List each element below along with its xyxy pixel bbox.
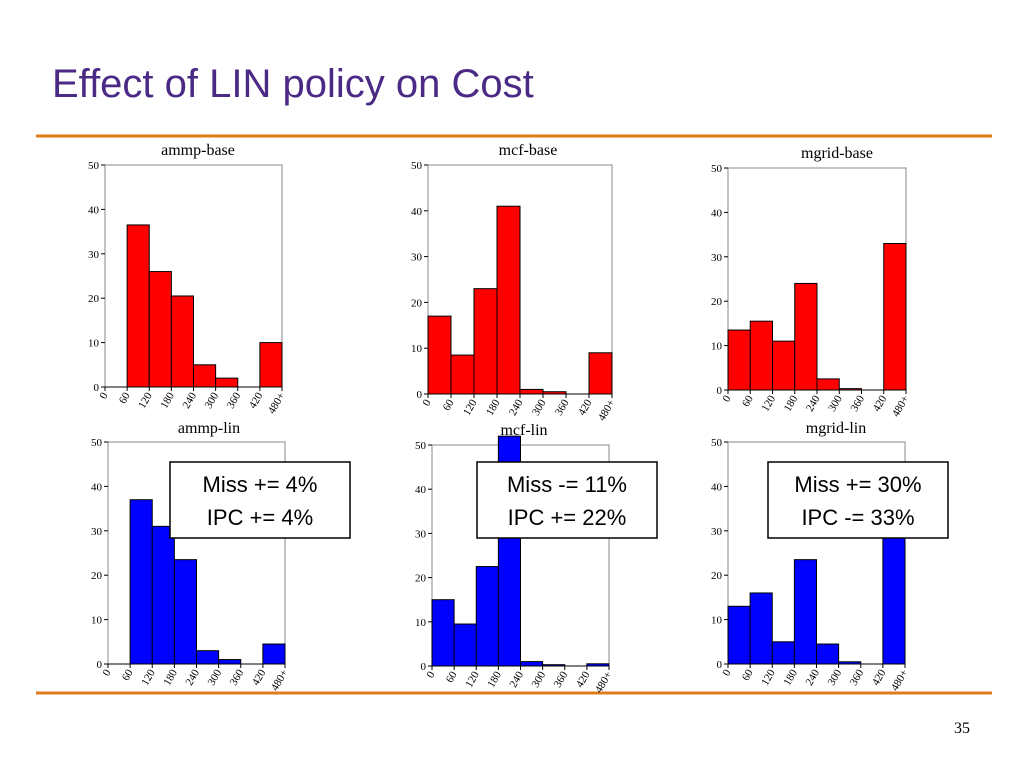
y-tick-label: 50 bbox=[91, 437, 103, 449]
y-tick-label: 40 bbox=[88, 204, 100, 216]
y-tick-label: 0 bbox=[94, 382, 100, 394]
bar bbox=[148, 271, 172, 388]
bar bbox=[431, 599, 455, 667]
bar bbox=[816, 378, 840, 391]
annotation-box bbox=[476, 461, 658, 539]
y-tick-label: 0 bbox=[417, 389, 423, 401]
y-tick-label: 40 bbox=[711, 207, 723, 219]
y-tick-label: 30 bbox=[711, 526, 723, 538]
x-tick-label: 0 bbox=[97, 390, 110, 401]
bar bbox=[772, 340, 796, 391]
y-tick-label: 30 bbox=[415, 528, 427, 540]
y-tick-label: 50 bbox=[711, 437, 723, 449]
y-tick-label: 0 bbox=[421, 661, 427, 673]
bar bbox=[453, 623, 477, 667]
x-tick-label: 0 bbox=[420, 397, 433, 408]
bar bbox=[816, 643, 840, 665]
y-tick-label: 40 bbox=[91, 481, 103, 493]
chart-title: mcf-lin bbox=[500, 422, 547, 439]
bar bbox=[215, 377, 239, 388]
y-tick-label: 20 bbox=[411, 297, 423, 309]
bar bbox=[727, 329, 751, 391]
annotation-text: IPC += 4% bbox=[207, 505, 313, 530]
bar bbox=[450, 354, 475, 395]
y-tick-label: 20 bbox=[88, 293, 100, 305]
chart-title: mgrid-lin bbox=[806, 420, 866, 437]
annotation-text: IPC += 22% bbox=[508, 505, 627, 530]
x-tick-label: 0 bbox=[720, 667, 733, 678]
bar bbox=[520, 661, 544, 667]
y-tick-label: 10 bbox=[415, 617, 427, 629]
y-tick-label: 10 bbox=[91, 615, 103, 627]
bar bbox=[262, 643, 286, 665]
y-tick-label: 20 bbox=[711, 570, 723, 582]
bar bbox=[771, 641, 795, 665]
y-tick-label: 50 bbox=[711, 163, 723, 175]
annotation-text: Miss -= 11% bbox=[507, 472, 627, 497]
chart-title: mgrid-base bbox=[801, 145, 873, 162]
bar bbox=[473, 288, 498, 395]
y-tick-label: 20 bbox=[91, 570, 103, 582]
y-tick-label: 10 bbox=[411, 343, 423, 355]
chart-title: mcf-base bbox=[499, 142, 558, 159]
bar bbox=[793, 559, 817, 665]
y-tick-label: 10 bbox=[711, 341, 723, 353]
y-tick-label: 10 bbox=[88, 338, 100, 350]
y-tick-label: 50 bbox=[411, 160, 423, 172]
bar bbox=[588, 352, 613, 395]
bar bbox=[427, 315, 452, 395]
bar bbox=[196, 650, 220, 665]
bar bbox=[519, 388, 544, 395]
bar bbox=[749, 320, 773, 391]
bar bbox=[170, 295, 194, 388]
bar bbox=[794, 282, 818, 391]
y-tick-label: 30 bbox=[411, 252, 423, 264]
y-tick-label: 10 bbox=[711, 615, 723, 627]
chart-title: ammp-base bbox=[161, 142, 235, 159]
y-tick-label: 40 bbox=[415, 484, 427, 496]
y-tick-label: 20 bbox=[711, 296, 723, 308]
y-tick-label: 30 bbox=[88, 249, 100, 261]
bar bbox=[126, 224, 150, 388]
bar bbox=[151, 525, 175, 665]
annotation-box bbox=[767, 461, 949, 539]
bar bbox=[475, 566, 499, 667]
bar bbox=[883, 242, 907, 391]
y-tick-label: 40 bbox=[711, 481, 723, 493]
annotation-text: Miss += 30% bbox=[794, 472, 921, 497]
y-tick-label: 0 bbox=[717, 659, 723, 671]
bar bbox=[129, 499, 153, 665]
y-tick-label: 0 bbox=[97, 659, 103, 671]
bar bbox=[727, 605, 751, 665]
annotation-box bbox=[169, 461, 351, 539]
bar bbox=[496, 205, 521, 395]
y-tick-label: 50 bbox=[88, 160, 100, 172]
annotation-text: IPC -= 33% bbox=[801, 505, 914, 530]
bar bbox=[749, 592, 773, 665]
y-tick-label: 40 bbox=[411, 206, 423, 218]
chart-title: ammp-lin bbox=[178, 420, 240, 437]
bar bbox=[173, 559, 197, 665]
y-tick-label: 30 bbox=[711, 252, 723, 264]
bar bbox=[218, 659, 242, 665]
y-tick-label: 0 bbox=[717, 385, 723, 397]
x-tick-label: 0 bbox=[100, 667, 113, 678]
x-tick-label: 0 bbox=[424, 669, 437, 680]
page-number: 35 bbox=[954, 720, 970, 737]
bar bbox=[193, 364, 217, 388]
bar bbox=[259, 342, 283, 388]
annotation-text: Miss += 4% bbox=[203, 472, 318, 497]
slide-title: Effect of LIN policy on Cost bbox=[52, 62, 534, 106]
y-tick-label: 30 bbox=[91, 526, 103, 538]
y-tick-label: 20 bbox=[415, 573, 427, 585]
y-tick-label: 50 bbox=[415, 440, 427, 452]
x-tick-label: 0 bbox=[720, 393, 733, 404]
